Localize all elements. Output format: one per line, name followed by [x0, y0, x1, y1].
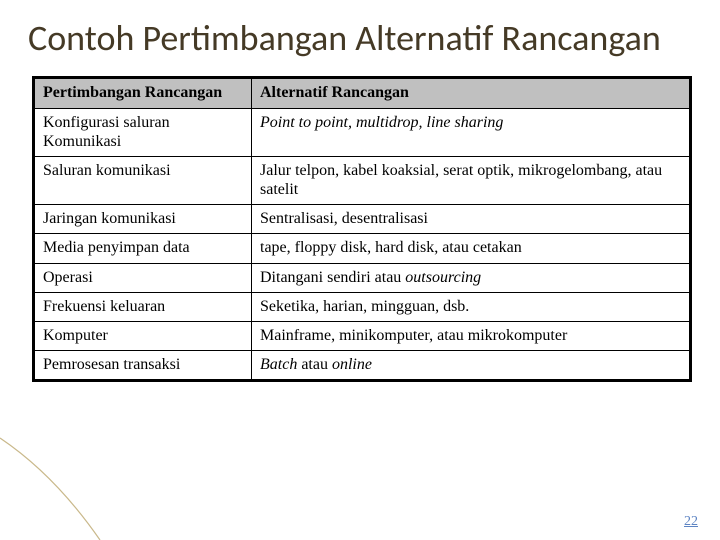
table-cell-alternative: Mainframe, minikomputer, atau mikrokompu… [252, 322, 691, 351]
table-header-cell: Pertimbangan Rancangan [34, 78, 252, 108]
table-body: Konfigurasi saluran KomunikasiPoint to p… [34, 108, 691, 381]
table-row: Saluran komunikasiJalur telpon, kabel ko… [34, 156, 691, 204]
table-cell-consideration: Saluran komunikasi [34, 156, 252, 204]
table-cell-alternative: Sentralisasi, desentralisasi [252, 205, 691, 234]
slide-title: Contoh Pertimbangan Alternatif Rancangan [28, 18, 692, 58]
table-row: OperasiDitangani sendiri atau outsourcin… [34, 263, 691, 292]
design-alternatives-table: Pertimbangan Rancangan Alternatif Rancan… [32, 76, 692, 382]
table-cell-alternative: Batch atau online [252, 351, 691, 381]
table-row: Konfigurasi saluran KomunikasiPoint to p… [34, 108, 691, 156]
table-cell-consideration: Konfigurasi saluran Komunikasi [34, 108, 252, 156]
table-row: KomputerMainframe, minikomputer, atau mi… [34, 322, 691, 351]
table-cell-consideration: Pemrosesan transaksi [34, 351, 252, 381]
table-row: Media penyimpan datatape, floppy disk, h… [34, 234, 691, 263]
table-row: Frekuensi keluaranSeketika, harian, ming… [34, 292, 691, 321]
table-cell-alternative: Seketika, harian, mingguan, dsb. [252, 292, 691, 321]
decorative-corner-curve [0, 420, 120, 540]
table-cell-alternative: Jalur telpon, kabel koaksial, serat opti… [252, 156, 691, 204]
table-header-row: Pertimbangan Rancangan Alternatif Rancan… [34, 78, 691, 108]
page-number: 22 [684, 514, 698, 530]
table-row: Pemrosesan transaksiBatch atau online [34, 351, 691, 381]
table-cell-alternative: Ditangani sendiri atau outsourcing [252, 263, 691, 292]
table-cell-consideration: Media penyimpan data [34, 234, 252, 263]
table-cell-alternative: Point to point, multidrop, line sharing [252, 108, 691, 156]
table-row: Jaringan komunikasiSentralisasi, desentr… [34, 205, 691, 234]
table-cell-consideration: Komputer [34, 322, 252, 351]
table-cell-alternative: tape, floppy disk, hard disk, atau cetak… [252, 234, 691, 263]
slide: Contoh Pertimbangan Alternatif Rancangan… [0, 0, 720, 540]
table-header-cell: Alternatif Rancangan [252, 78, 691, 108]
table-cell-consideration: Jaringan komunikasi [34, 205, 252, 234]
table-cell-consideration: Frekuensi keluaran [34, 292, 252, 321]
table-cell-consideration: Operasi [34, 263, 252, 292]
